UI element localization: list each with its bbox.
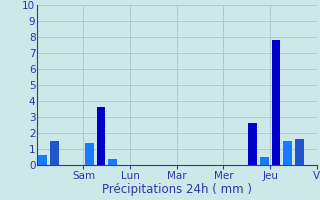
Bar [50, 141, 59, 165]
Bar [108, 159, 117, 165]
Bar [38, 155, 47, 165]
X-axis label: Précipitations 24h ( mm ): Précipitations 24h ( mm ) [102, 183, 252, 196]
Bar [283, 141, 292, 165]
Bar [248, 123, 257, 165]
Bar [85, 143, 94, 165]
Bar [295, 139, 304, 165]
Bar [260, 157, 269, 165]
Bar [272, 40, 280, 165]
Bar [97, 107, 105, 165]
